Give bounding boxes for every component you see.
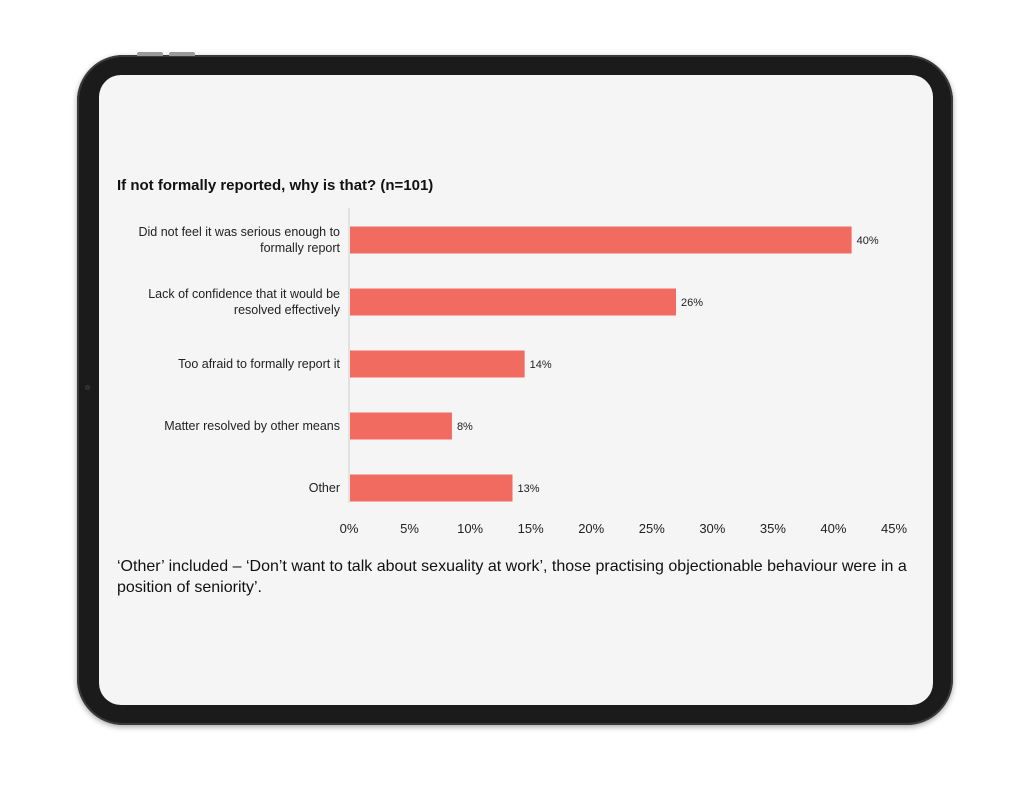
camera-icon xyxy=(85,385,90,390)
x-tick-label: 15% xyxy=(518,521,544,536)
x-tick-label: 25% xyxy=(639,521,665,536)
category-label: Did not feel it was serious enough to xyxy=(138,225,340,239)
x-tick-label: 10% xyxy=(457,521,483,536)
category-label: Too afraid to formally report it xyxy=(178,357,340,371)
chart-title: If not formally reported, why is that? (… xyxy=(117,177,433,194)
chart-footnote: ‘Other’ included – ‘Don’t want to talk a… xyxy=(117,558,907,596)
category-label: Matter resolved by other means xyxy=(164,419,340,433)
data-label: 13% xyxy=(518,483,540,495)
x-tick-label: 35% xyxy=(760,521,786,536)
x-tick-label: 0% xyxy=(340,521,359,536)
x-tick-label: 30% xyxy=(699,521,725,536)
x-tick-label: 20% xyxy=(578,521,604,536)
bar xyxy=(350,226,852,254)
top-button xyxy=(169,52,195,56)
bar xyxy=(350,288,676,316)
data-label: 40% xyxy=(857,235,879,247)
category-label: Other xyxy=(309,481,340,495)
bar xyxy=(350,350,525,378)
top-button xyxy=(137,52,163,56)
data-label: 26% xyxy=(681,297,703,309)
bar xyxy=(350,474,513,502)
bar-chart: If not formally reported, why is that? (… xyxy=(117,177,907,536)
x-tick-label: 45% xyxy=(881,521,907,536)
data-label: 8% xyxy=(457,421,473,433)
x-tick-label: 5% xyxy=(400,521,419,536)
category-label: resolved effectively xyxy=(234,303,341,317)
data-label: 14% xyxy=(530,359,552,371)
tablet-frame: If not formally reported, why is that? (… xyxy=(77,52,953,725)
category-label: formally report xyxy=(260,241,340,255)
bar xyxy=(350,412,452,440)
x-tick-label: 40% xyxy=(820,521,846,536)
tablet-screen: If not formally reported, why is that? (… xyxy=(99,75,933,705)
category-label: Lack of confidence that it would be xyxy=(148,287,340,301)
